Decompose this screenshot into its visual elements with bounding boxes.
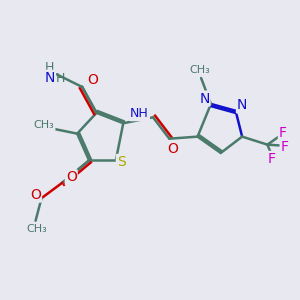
- Text: CH₃: CH₃: [34, 120, 55, 130]
- Text: F: F: [279, 126, 287, 140]
- Text: F: F: [280, 140, 289, 154]
- Text: H: H: [45, 61, 55, 74]
- Text: O: O: [30, 188, 41, 202]
- Text: N: N: [45, 71, 55, 85]
- Text: O: O: [87, 73, 98, 87]
- Text: O: O: [66, 170, 77, 184]
- Text: N: N: [237, 98, 247, 112]
- Text: CH₃: CH₃: [189, 65, 210, 75]
- Text: F: F: [268, 152, 276, 166]
- Text: H: H: [56, 72, 65, 85]
- Text: N: N: [199, 92, 210, 106]
- Text: CH₃: CH₃: [27, 224, 47, 234]
- Text: NH: NH: [130, 107, 149, 120]
- Text: O: O: [167, 142, 178, 155]
- Text: S: S: [117, 155, 125, 169]
